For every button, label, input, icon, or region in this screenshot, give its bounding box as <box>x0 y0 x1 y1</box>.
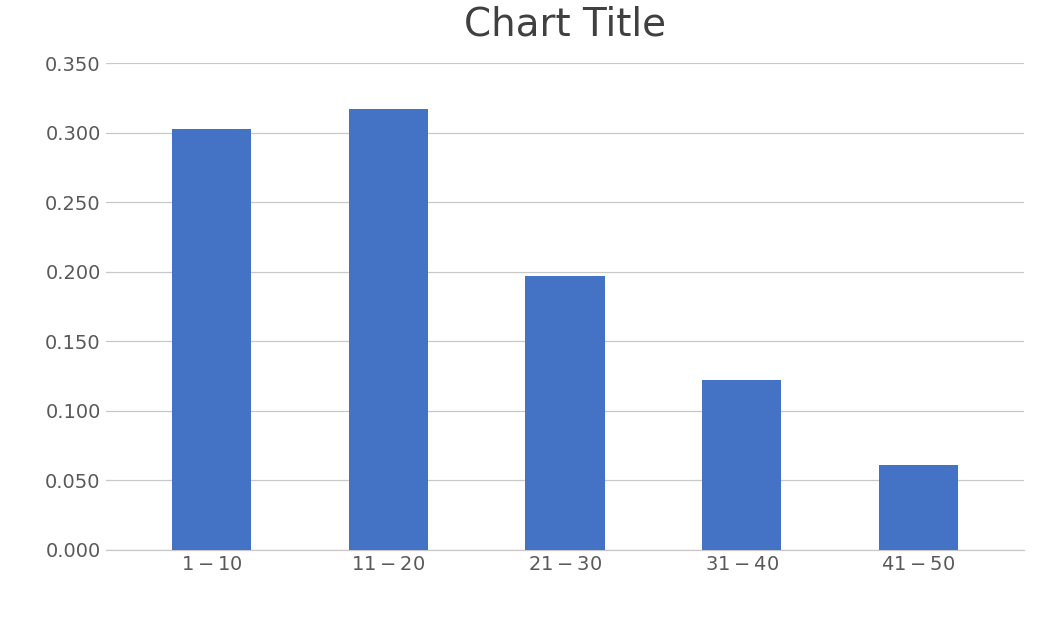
Bar <box>879 465 958 550</box>
Bar <box>172 128 251 550</box>
Bar <box>348 109 428 550</box>
Bar <box>702 380 781 550</box>
Title: Chart Title: Chart Title <box>464 6 666 44</box>
Bar <box>525 276 605 550</box>
